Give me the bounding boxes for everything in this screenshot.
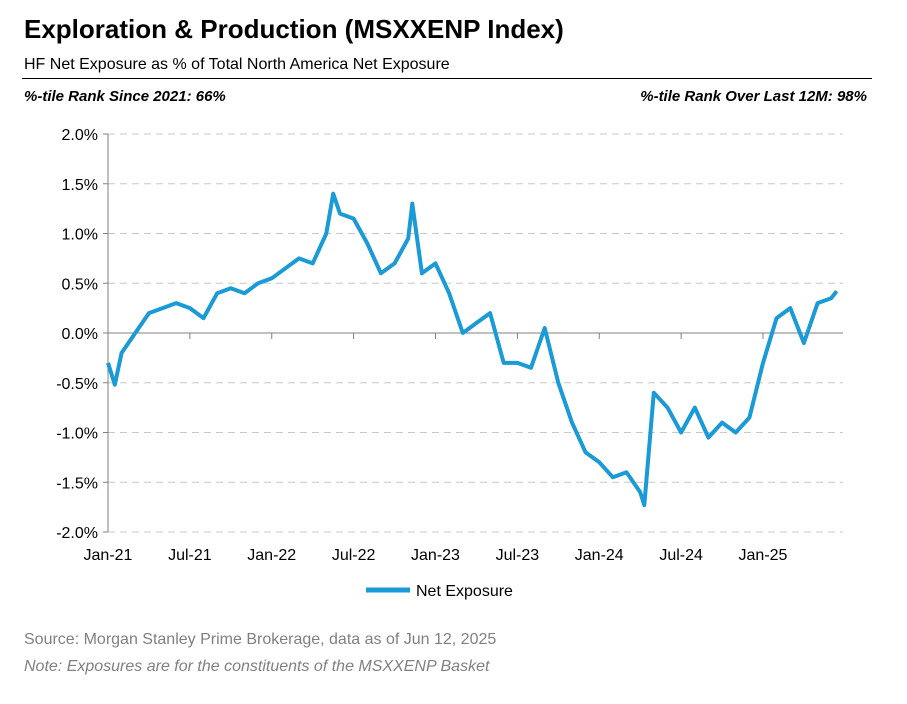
y-tick-label: 1.0% (62, 227, 98, 244)
source-text: Source: Morgan Stanley Prime Brokerage, … (24, 631, 497, 648)
y-tick-label: -0.5% (56, 376, 98, 393)
chart-title: Exploration & Production (MSXXENP Index) (24, 14, 564, 44)
note-text: Note: Exposures are for the constituents… (24, 658, 490, 675)
x-tick-label: Jul-22 (332, 547, 376, 564)
x-tick-label: Jan-24 (575, 547, 624, 564)
x-tick-label: Jan-23 (411, 547, 460, 564)
x-tick-label: Jul-23 (496, 547, 540, 564)
legend-label: Net Exposure (416, 583, 513, 600)
rank-since-2021: %-tile Rank Since 2021: 66% (24, 88, 226, 105)
y-tick-label: -1.5% (56, 475, 98, 492)
x-tick-label: Jan-25 (739, 547, 788, 564)
net-exposure-line (106, 191, 839, 508)
chart-subtitle: HF Net Exposure as % of Total North Amer… (24, 56, 450, 73)
rank-last-12m: %-tile Rank Over Last 12M: 98% (640, 88, 867, 105)
y-tick-label: 1.5% (62, 177, 98, 194)
title-divider (22, 78, 872, 79)
y-tick-label: 0.0% (62, 326, 98, 343)
y-tick-label: -1.0% (56, 426, 98, 443)
y-tick-label: 0.5% (62, 276, 98, 293)
x-tick-label: Jul-21 (168, 547, 212, 564)
y-tick-label: 2.0% (62, 127, 98, 144)
x-tick-label: Jan-21 (84, 547, 133, 564)
y-tick-label: -2.0% (56, 525, 98, 542)
x-tick-label: Jan-22 (247, 547, 296, 564)
x-tick-label: Jul-24 (659, 547, 703, 564)
